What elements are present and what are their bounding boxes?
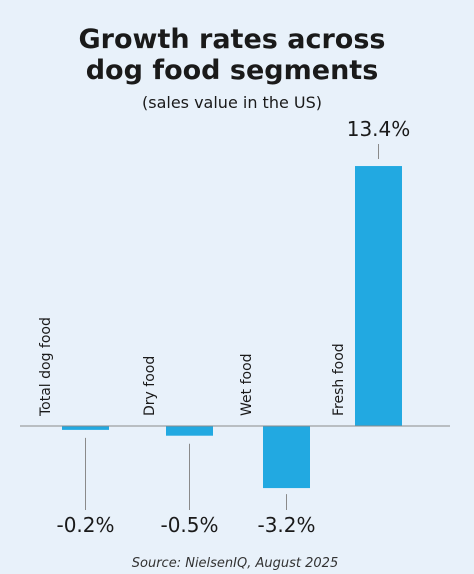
bar-1 bbox=[166, 426, 213, 436]
bar-3 bbox=[355, 166, 402, 427]
source-note: Source: NielsenIQ, August 2025 bbox=[132, 556, 338, 571]
chart-title-line-2: dog food segments bbox=[86, 55, 379, 86]
plot-area: -0.2% Total dog food -0.5% Dry food -3.2% Wet… bbox=[38, 117, 410, 537]
bar-0 bbox=[62, 426, 109, 430]
category-label-3: Fresh food bbox=[331, 343, 347, 416]
bar-2 bbox=[263, 426, 310, 489]
value-label-3: 13.4% bbox=[347, 117, 411, 141]
value-label-1: -0.5% bbox=[160, 513, 218, 537]
value-label-2: -3.2% bbox=[257, 513, 315, 537]
category-label-2: Wet food bbox=[239, 353, 255, 416]
category-label-1: Dry food bbox=[142, 356, 158, 416]
category-label-0: Total dog food bbox=[38, 317, 54, 417]
chart-title-line-1: Growth rates across bbox=[79, 24, 386, 55]
chart-subtitle: (sales value in the US) bbox=[142, 93, 322, 112]
value-label-0: -0.2% bbox=[56, 513, 114, 537]
